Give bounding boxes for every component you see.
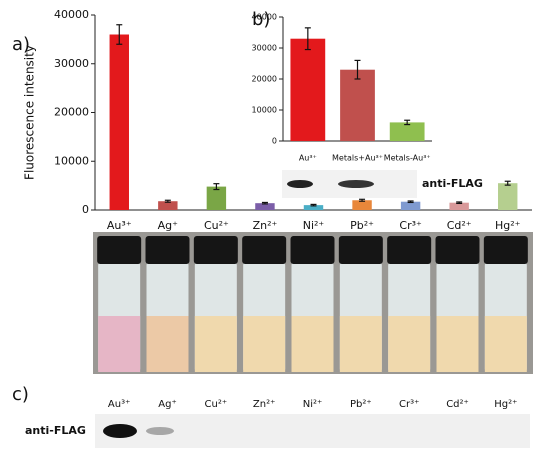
error-bar <box>456 201 463 205</box>
vial-liquid <box>98 316 141 372</box>
error-bar <box>504 180 511 186</box>
vial-cap <box>97 236 142 264</box>
vial-liquid <box>146 316 189 372</box>
vial-cap <box>290 236 335 264</box>
y-tick-label: 10000 <box>252 106 277 115</box>
y-tick-label: 20000 <box>252 75 277 84</box>
y-tick-label: 40000 <box>54 8 89 21</box>
error-bar <box>261 201 268 205</box>
antibody-label: anti-FLAG <box>25 424 86 437</box>
antibody-label: anti-FLAG <box>422 177 483 190</box>
bar <box>498 183 518 210</box>
lane-label: Zn²⁺ <box>253 399 275 410</box>
vial-liquid <box>243 316 286 372</box>
error-bar <box>164 199 171 203</box>
lane-label: Au³⁺ <box>108 399 130 410</box>
error-bar <box>310 203 317 207</box>
bar <box>255 203 275 210</box>
bar <box>109 34 129 210</box>
lane-label: Cr³⁺ <box>399 399 419 410</box>
lane-label: Cu²⁺ <box>205 399 228 410</box>
bar <box>206 186 227 210</box>
vial-cap <box>338 236 383 264</box>
bar <box>389 122 425 141</box>
lane-label: Cd²⁺ <box>446 399 469 410</box>
lane-label: Pb²⁺ <box>350 399 372 410</box>
x-tick-label: Zn²⁺ <box>253 219 278 232</box>
blot-band <box>146 427 174 435</box>
vial-liquid <box>291 316 334 372</box>
bar <box>449 202 469 210</box>
error-bar <box>359 198 366 202</box>
vial-cap <box>483 236 528 264</box>
vial-liquid <box>339 316 382 372</box>
bar <box>290 38 326 142</box>
x-tick-label: Au³⁺ <box>299 154 317 163</box>
error-bar <box>404 119 411 126</box>
error-bar <box>213 183 220 191</box>
error-bar <box>407 200 414 204</box>
vial-photo <box>93 232 533 374</box>
vial-cap <box>145 236 190 264</box>
lane-label: Hg²⁺ <box>494 399 517 410</box>
vial-liquid <box>194 316 237 372</box>
panel-label: c) <box>12 384 29 405</box>
x-tick-label: Cd²⁺ <box>447 219 472 232</box>
blot-band <box>338 180 374 188</box>
y-axis-label: Fluorescence intensity <box>23 45 37 180</box>
error-bar <box>354 59 361 80</box>
y-tick-label: 20000 <box>54 106 89 119</box>
y-tick-label: 30000 <box>54 57 89 70</box>
y-tick-label: 10000 <box>54 154 89 167</box>
lane-label: Ni²⁺ <box>303 399 323 410</box>
vial-liquid <box>484 316 527 372</box>
blot-band <box>287 180 313 188</box>
x-tick-label: Au³⁺ <box>107 219 132 232</box>
bar <box>400 201 421 210</box>
blot-band <box>103 424 137 438</box>
vial-cap <box>193 236 238 264</box>
y-tick-label: 0 <box>272 137 277 146</box>
bar <box>158 201 178 210</box>
x-tick-label: Ag⁺ <box>158 219 179 232</box>
error-bar <box>116 24 123 45</box>
panel-label: b) <box>252 9 270 30</box>
bar <box>352 200 372 210</box>
x-tick-label: Cu²⁺ <box>204 219 229 232</box>
vial-liquid <box>388 316 431 372</box>
error-bar <box>304 27 311 51</box>
y-tick-label: 0 <box>82 203 89 216</box>
x-tick-label: Ni²⁺ <box>303 219 325 232</box>
panel-label: a) <box>12 34 30 55</box>
x-tick-label: Metals-Au³⁺ <box>384 154 431 163</box>
bar <box>303 205 324 210</box>
bar <box>340 69 375 141</box>
x-tick-label: Metals+Au³⁺ <box>332 154 383 163</box>
vial-cap <box>387 236 432 264</box>
y-tick-label: 40000 <box>252 13 277 22</box>
x-tick-label: Pb²⁺ <box>350 219 374 232</box>
x-tick-label: Hg²⁺ <box>495 219 521 232</box>
vial-cap <box>435 236 480 264</box>
lane-label: Ag⁺ <box>158 399 176 410</box>
vial-liquid <box>436 316 479 372</box>
vial-cap <box>242 236 287 264</box>
x-tick-label: Cr³⁺ <box>399 219 422 232</box>
y-tick-label: 30000 <box>252 44 277 53</box>
